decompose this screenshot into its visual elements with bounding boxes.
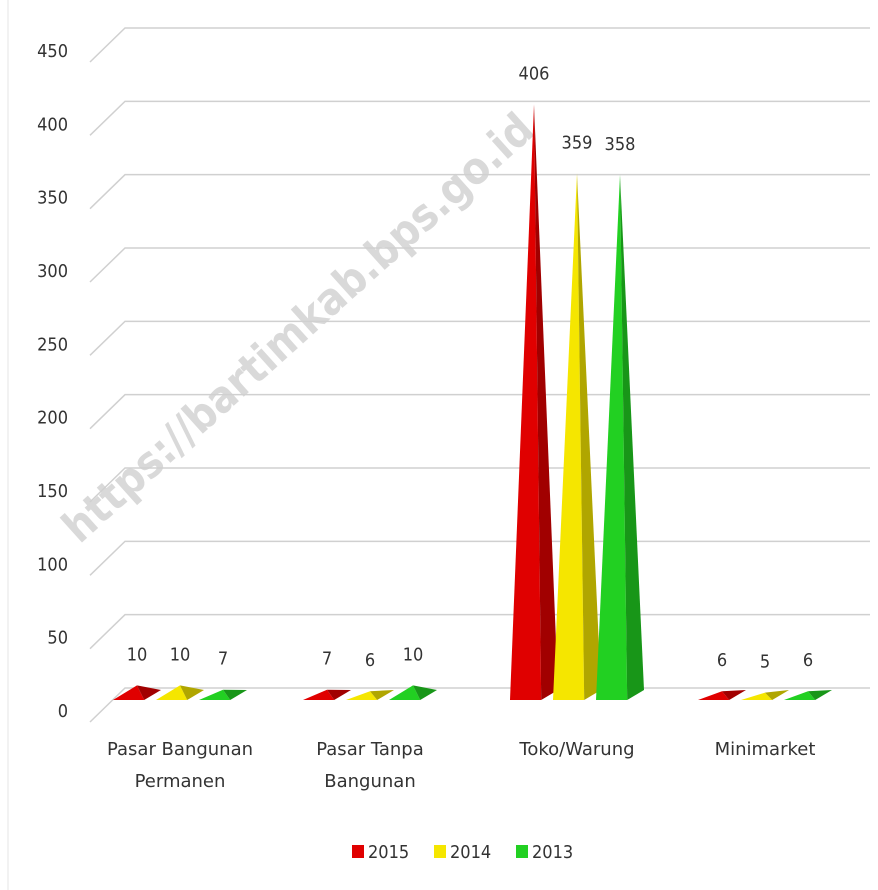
bar-side bbox=[180, 685, 204, 700]
bar bbox=[303, 689, 351, 700]
legend-label: 2013 bbox=[532, 842, 573, 863]
y-tick-label: 400 bbox=[37, 114, 68, 135]
grid-line bbox=[89, 540, 870, 576]
y-tick-label: 300 bbox=[37, 261, 68, 282]
bar-front bbox=[698, 691, 730, 700]
bar bbox=[553, 173, 601, 700]
grid-line bbox=[89, 27, 870, 63]
legend-swatch bbox=[434, 845, 446, 858]
grid-line bbox=[89, 173, 870, 210]
bar-front bbox=[741, 692, 773, 700]
bar-side bbox=[137, 685, 161, 700]
y-tick-label: 100 bbox=[37, 554, 68, 575]
bar-side bbox=[223, 689, 247, 700]
value-label: 10 bbox=[170, 644, 191, 665]
bar bbox=[113, 685, 161, 700]
grid-line bbox=[89, 320, 870, 356]
y-tick-label: 250 bbox=[37, 334, 68, 355]
y-tick-label: 200 bbox=[37, 408, 68, 429]
grid-line bbox=[89, 613, 870, 650]
value-label: 10 bbox=[403, 644, 424, 665]
value-label: 359 bbox=[562, 132, 593, 153]
value-label: 10 bbox=[127, 644, 148, 665]
bar-front bbox=[596, 174, 628, 700]
x-tick-label: Pasar Bangunan Permanen bbox=[106, 739, 254, 792]
bar-front bbox=[510, 104, 542, 701]
bar-front bbox=[346, 691, 378, 700]
bar bbox=[199, 689, 247, 700]
value-label: 6 bbox=[803, 650, 813, 671]
legend-swatch bbox=[352, 845, 364, 858]
bar-side bbox=[413, 685, 437, 700]
value-label: 6 bbox=[365, 650, 375, 671]
y-tick-label: 0 bbox=[58, 701, 68, 722]
bar-side bbox=[534, 104, 558, 701]
grid-line bbox=[89, 687, 870, 723]
bar-front bbox=[113, 685, 145, 700]
bar-side bbox=[808, 690, 832, 700]
bar bbox=[346, 690, 394, 700]
bar-side bbox=[765, 690, 789, 700]
value-label: 406 bbox=[519, 64, 550, 85]
bar-front bbox=[553, 173, 585, 700]
bar-side bbox=[577, 173, 601, 700]
value-label: 7 bbox=[218, 649, 228, 670]
legend-label: 2014 bbox=[450, 842, 491, 863]
value-label: 6 bbox=[717, 650, 727, 671]
bar-side bbox=[327, 689, 351, 700]
bar bbox=[741, 690, 789, 700]
value-label: 358 bbox=[605, 134, 636, 155]
bar bbox=[596, 174, 644, 700]
bar-front bbox=[156, 685, 188, 700]
legend-swatch bbox=[516, 845, 528, 858]
x-tick-label: Pasar Tanpa Bangunan bbox=[316, 739, 424, 792]
bar-front bbox=[199, 689, 231, 700]
x-tick-label: Minimarket bbox=[714, 739, 816, 760]
x-tick-label: Toko/Warung bbox=[519, 739, 635, 760]
watermark: https://bartimkab.bps.go.id bbox=[53, 103, 544, 553]
grid-line bbox=[89, 247, 870, 283]
y-tick-label: 450 bbox=[37, 41, 68, 62]
grid-line bbox=[89, 100, 870, 136]
bar bbox=[784, 690, 832, 700]
value-label: 7 bbox=[322, 649, 332, 670]
y-tick-label: 350 bbox=[37, 188, 68, 209]
y-tick-label: 50 bbox=[47, 628, 68, 649]
bar-front bbox=[303, 689, 335, 700]
bar bbox=[510, 104, 558, 701]
value-label: 5 bbox=[760, 652, 770, 673]
bar-side bbox=[722, 690, 746, 700]
bar bbox=[389, 685, 437, 700]
legend-label: 2015 bbox=[368, 842, 409, 863]
bar bbox=[156, 685, 204, 700]
bar-front bbox=[784, 691, 816, 700]
bar-side bbox=[620, 174, 644, 700]
bar bbox=[698, 690, 746, 700]
bar-front bbox=[389, 685, 421, 700]
grid-line bbox=[89, 467, 870, 503]
y-tick-label: 150 bbox=[37, 481, 68, 502]
bar-side bbox=[370, 690, 394, 700]
